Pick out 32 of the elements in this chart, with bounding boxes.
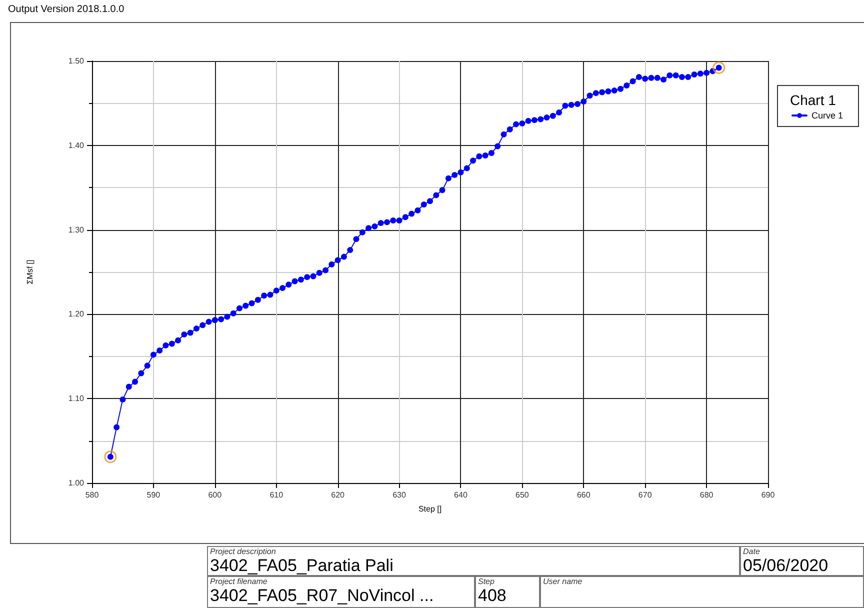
text: Output Version 2018.1.0.0 bbox=[8, 4, 124, 15]
y-tick-label: 1.10 bbox=[68, 394, 85, 404]
legend-title: Chart 1 bbox=[790, 92, 836, 108]
x-tick-label: 670 bbox=[638, 490, 652, 500]
x-axis-title: Step [] bbox=[418, 504, 442, 514]
x-tick-label: 680 bbox=[700, 490, 714, 500]
legend-label: Curve 1 bbox=[811, 110, 843, 120]
x-tick-label: 690 bbox=[761, 490, 776, 500]
y-tick-label: 1.40 bbox=[68, 140, 85, 150]
x-tick-label: 640 bbox=[454, 490, 468, 500]
text: User name bbox=[543, 577, 584, 586]
text: Project description bbox=[210, 547, 277, 556]
text: Date bbox=[743, 547, 761, 556]
x-tick-label: 660 bbox=[576, 490, 591, 500]
y-tick-label: 1.20 bbox=[68, 310, 85, 319]
y-axis-title: ΣMsf [] bbox=[26, 260, 34, 284]
x-tick-label: 620 bbox=[331, 490, 346, 500]
x-tick-label: 650 bbox=[516, 490, 530, 500]
y-tick-label: 1.50 bbox=[68, 56, 85, 66]
x-tick-label: 610 bbox=[270, 490, 284, 500]
y-tick-label: 1.00 bbox=[68, 478, 85, 488]
text: Project filename bbox=[210, 577, 268, 586]
x-tick-label: 630 bbox=[392, 490, 406, 500]
x-tick-label: 600 bbox=[208, 490, 222, 500]
text: 408 bbox=[478, 586, 508, 605]
text: Step bbox=[478, 577, 496, 586]
text: 05/06/2020 bbox=[743, 556, 830, 575]
x-tick-label: 590 bbox=[146, 490, 161, 500]
y-tick-label: 1.30 bbox=[68, 225, 85, 234]
x-tick-label: 580 bbox=[85, 490, 100, 500]
text: 3402_FA05_Paratia Pali bbox=[210, 556, 394, 575]
text: 3402_FA05_R07_NoVincol ... bbox=[210, 586, 435, 605]
